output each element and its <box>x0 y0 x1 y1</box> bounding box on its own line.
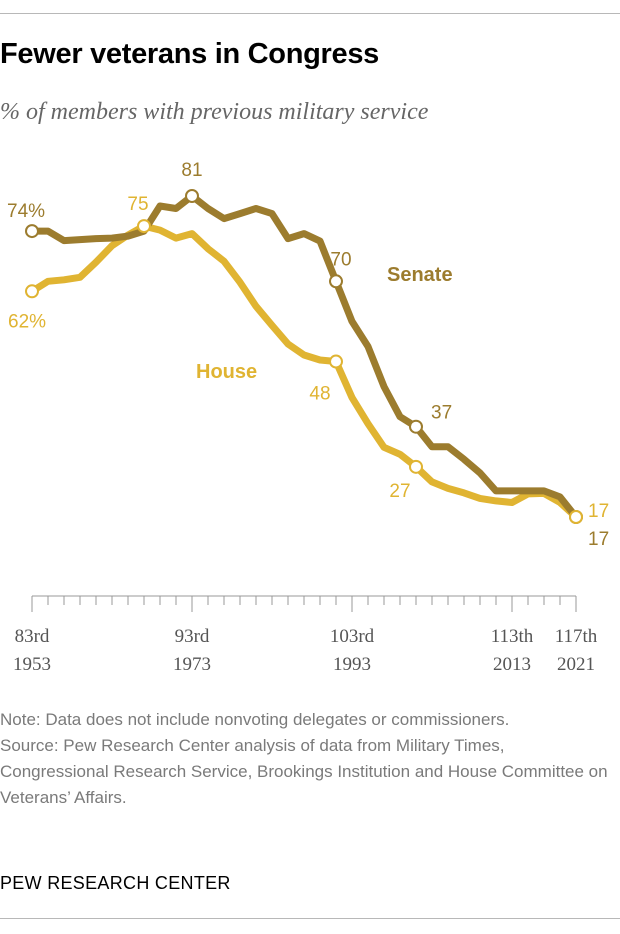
house-value-label-83: 62% <box>8 311 46 332</box>
house-marker-90 <box>137 219 151 234</box>
line-chart: 83rd 1953 93rd 1973 103rd 1993 113th 2013 117th 2… <box>7 160 609 675</box>
house-series-line <box>28 222 580 521</box>
house-series-label: House <box>196 361 257 383</box>
senate-marker-102 <box>329 274 343 289</box>
org-name: PEW RESEARCH CENTER <box>0 873 231 893</box>
x-tick-year-2013: 2013 <box>493 654 531 675</box>
house-marker-83 <box>25 284 39 299</box>
senate-value-label-102: 70 <box>330 249 351 270</box>
senate-marker-107 <box>409 419 423 434</box>
top-rule <box>0 13 620 14</box>
senate-value-label-117: 17 <box>588 529 609 550</box>
x-tick-year-1953: 1953 <box>13 654 51 675</box>
x-tick-year-1993: 1993 <box>333 654 371 675</box>
x-tick-label-103rd: 103rd <box>330 626 375 647</box>
house-value-label-117: 17 <box>588 501 609 522</box>
x-tick-year-2021: 2021 <box>557 654 595 675</box>
senate-value-label-83: 74% <box>7 201 45 222</box>
house-value-label-107: 27 <box>389 481 410 502</box>
x-tick-label-83rd: 83rd <box>15 626 50 647</box>
house-marker-102 <box>329 354 343 369</box>
x-tick-label-93rd: 93rd <box>175 626 210 647</box>
house-marker-107 <box>409 459 423 474</box>
senate-value-label-107: 37 <box>431 403 452 424</box>
senate-marker-93 <box>185 189 199 203</box>
x-tick-label-113th: 113th <box>491 626 534 647</box>
chart-subtitle: % of members with previous military serv… <box>0 99 429 125</box>
chart-title: Fewer veterans in Congress <box>0 38 380 70</box>
senate-series-label: Senate <box>387 264 453 286</box>
senate-series-line <box>28 192 580 521</box>
senate-marker-83 <box>25 224 39 239</box>
bottom-rule <box>0 918 620 919</box>
house-value-label-102: 48 <box>309 384 330 405</box>
source-text: Source: Pew Research Center analysis of … <box>0 736 608 807</box>
x-tick-label-117th: 117th <box>555 626 598 647</box>
house-marker-117 <box>569 510 583 524</box>
senate-value-label-93: 81 <box>181 160 202 181</box>
house-value-label-90: 75 <box>127 194 148 215</box>
x-tick-year-1973: 1973 <box>173 654 211 675</box>
note-text: Note: Data does not include nonvoting de… <box>0 710 510 729</box>
notes: Note: Data does not include nonvoting de… <box>0 707 615 811</box>
